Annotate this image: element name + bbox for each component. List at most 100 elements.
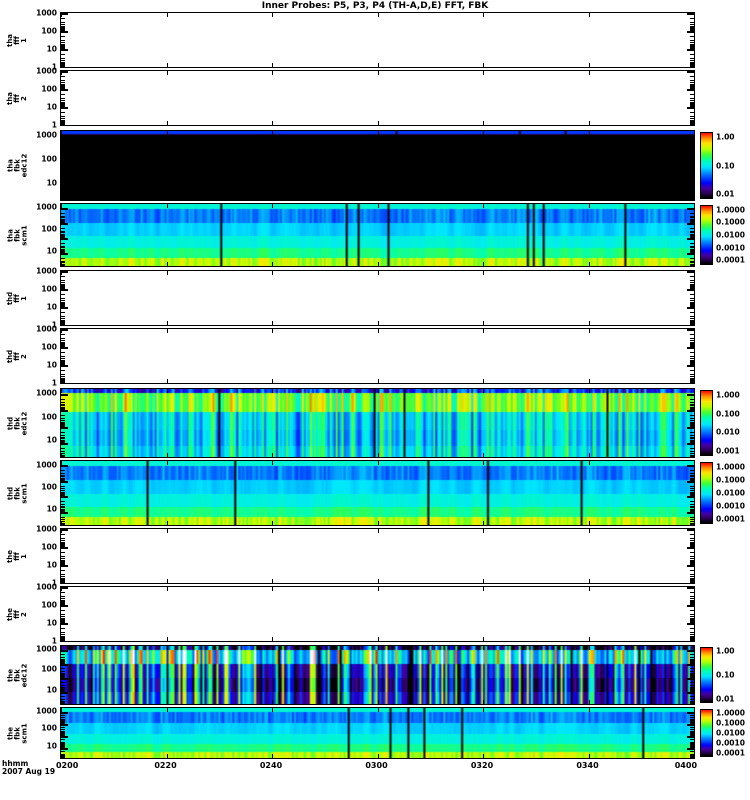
tick-mark xyxy=(690,227,694,229)
tick-mark xyxy=(61,117,65,119)
x-tick-mark xyxy=(694,461,695,465)
tick-mark xyxy=(61,299,65,301)
tick-mark xyxy=(61,221,65,223)
tick-mark xyxy=(690,733,694,735)
panel-thd-fbk-scm1[interactable] xyxy=(60,460,695,526)
x-tick-mark xyxy=(166,461,168,465)
x-tick-mark xyxy=(272,529,273,533)
tick-mark xyxy=(690,406,694,408)
tick-mark xyxy=(61,362,65,364)
x-tick-mark xyxy=(588,379,590,383)
panel-tha-fbk-scm1[interactable] xyxy=(60,203,695,267)
tick-mark xyxy=(690,148,694,150)
tick-mark xyxy=(61,552,65,554)
tick-mark xyxy=(61,180,65,182)
panel-thd-fbk-edc12[interactable] xyxy=(60,388,695,458)
tick-mark xyxy=(690,160,694,162)
tick-mark xyxy=(61,337,65,339)
tick-mark xyxy=(61,124,65,125)
tick-mark xyxy=(61,610,65,612)
tick-mark xyxy=(690,677,694,679)
tick-mark xyxy=(690,140,694,142)
panel-the-fff-1[interactable] xyxy=(60,528,695,584)
x-tick-mark xyxy=(588,13,590,17)
tick-mark xyxy=(690,183,694,185)
panel-tha-fbk-edc12[interactable] xyxy=(60,130,695,201)
tick-mark xyxy=(690,63,694,64)
tick-mark xyxy=(690,407,694,409)
tick-mark xyxy=(690,43,694,45)
tick-mark xyxy=(61,294,65,296)
tick-mark xyxy=(690,115,694,117)
tick-mark xyxy=(61,359,65,361)
tick-mark xyxy=(690,288,694,290)
tick-mark xyxy=(61,230,65,232)
tick-mark xyxy=(61,692,68,695)
panel-tha-fff-1[interactable] xyxy=(60,12,695,68)
tick-mark xyxy=(690,317,694,319)
y-tick: 100 xyxy=(41,154,57,164)
x-axis-name-line1: hhmm xyxy=(2,759,29,768)
y-tick: 10 xyxy=(46,44,57,54)
tick-mark xyxy=(690,503,694,505)
tick-mark xyxy=(690,573,694,575)
tick-mark xyxy=(690,212,694,214)
tick-mark xyxy=(61,30,65,32)
tick-mark xyxy=(690,362,694,364)
x-tick-mark xyxy=(377,262,379,266)
tick-mark xyxy=(61,66,65,67)
panel-thd-fff-1[interactable] xyxy=(60,270,695,326)
tick-mark xyxy=(61,182,65,184)
tick-mark xyxy=(61,702,65,704)
tick-mark xyxy=(690,675,694,677)
x-tick-mark xyxy=(694,262,695,266)
tick-mark xyxy=(687,587,694,589)
x-tick-mark xyxy=(377,389,379,393)
x-tick-mark xyxy=(694,529,695,533)
x-tick-mark xyxy=(483,587,484,591)
x-tick-mark xyxy=(694,131,695,135)
tick-mark xyxy=(687,410,694,413)
tick-mark xyxy=(690,355,694,357)
tick-mark xyxy=(690,442,694,444)
panel-the-fbk-edc12[interactable] xyxy=(60,645,695,705)
y-tick: 1000 xyxy=(36,66,57,76)
panel-the-fff-2[interactable] xyxy=(60,586,695,642)
tick-mark xyxy=(690,21,694,23)
tick-mark xyxy=(61,426,68,429)
panel-the-fbk-scm1[interactable] xyxy=(60,707,695,759)
tick-mark xyxy=(61,288,65,290)
tick-mark xyxy=(61,700,65,702)
panel-tha-fff-2[interactable] xyxy=(60,70,695,126)
spectrogram-the-fbk-scm1 xyxy=(61,708,694,758)
tick-mark xyxy=(690,602,694,604)
tick-mark xyxy=(687,329,694,331)
tick-mark xyxy=(690,660,694,662)
x-tick-mark xyxy=(588,579,590,583)
tick-mark xyxy=(61,561,65,562)
tick-mark xyxy=(690,409,694,411)
colorbar-tick: 0.0001 xyxy=(716,255,745,265)
tick-mark xyxy=(61,495,65,497)
x-tick-mark xyxy=(483,321,484,325)
y-tick: 1 xyxy=(51,120,57,130)
tick-mark xyxy=(61,401,65,403)
panel-thd-fff-2[interactable] xyxy=(60,328,695,384)
x-tick-mark xyxy=(166,271,168,275)
tick-mark xyxy=(61,577,65,579)
tick-mark xyxy=(687,107,694,109)
tick-mark xyxy=(690,305,694,307)
tick-mark xyxy=(690,85,694,86)
tick-mark xyxy=(690,193,694,195)
y-tick: 1000 xyxy=(36,266,57,276)
x-tick-mark xyxy=(377,587,379,591)
tick-mark xyxy=(690,539,694,541)
x-tick-mark xyxy=(483,131,484,135)
tick-mark xyxy=(61,662,65,664)
colorbar-tha-fbk-edc12 xyxy=(700,132,713,199)
tick-mark xyxy=(61,257,65,259)
x-tick-mark xyxy=(61,754,62,758)
tick-mark xyxy=(61,65,65,67)
tick-mark xyxy=(690,628,694,630)
